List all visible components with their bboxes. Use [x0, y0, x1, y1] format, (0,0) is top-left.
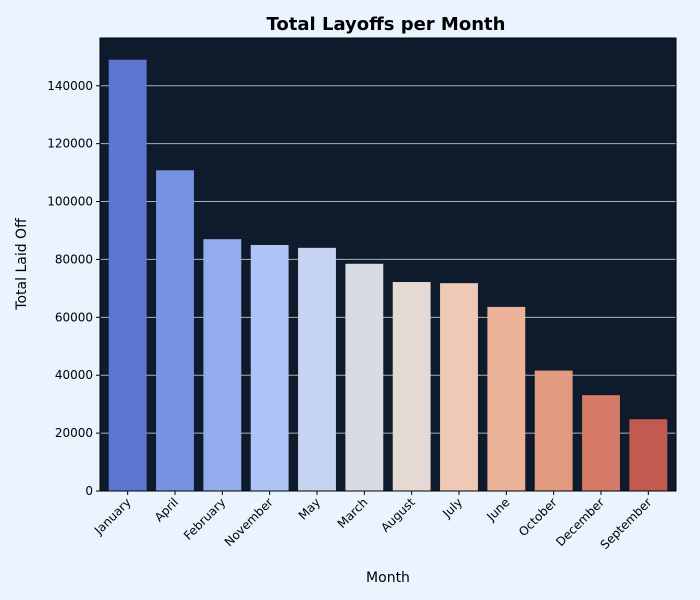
bar-february	[203, 239, 242, 491]
x-tick-label: September	[598, 495, 655, 552]
bar-september	[629, 419, 668, 491]
y-tick-label: 140000	[47, 79, 93, 93]
axes	[99, 37, 677, 492]
x-tick-label: July	[439, 495, 465, 521]
bar-august	[392, 282, 431, 491]
x-tick-label: January	[91, 495, 134, 538]
bar-april	[156, 170, 194, 491]
bar-may	[298, 247, 336, 491]
bar-october	[534, 370, 573, 491]
y-tick-label: 20000	[55, 426, 93, 440]
x-tick-label: November	[222, 495, 276, 549]
y-tick-label: 80000	[55, 252, 93, 266]
y-tick-label: 120000	[47, 137, 93, 151]
x-tick-label: June	[483, 495, 512, 524]
x-tick-label: April	[152, 495, 181, 524]
y-tick-label: 40000	[55, 368, 93, 382]
x-tick-label: February	[181, 495, 229, 543]
y-tick-label: 0	[85, 484, 93, 498]
x-tick-label: August	[378, 495, 418, 535]
y-tick-label: 60000	[55, 310, 93, 324]
y-tick-label: 100000	[47, 195, 93, 209]
x-tick-label: May	[296, 495, 323, 522]
chart-title: Total Layoffs per Month	[267, 14, 506, 35]
y-axis-ticks: 0 20000 40000 60000 80000 100000 120000 140000	[47, 79, 100, 498]
bar-december	[582, 395, 620, 491]
bar-june	[487, 306, 526, 491]
y-axis-label: Total Laid Off	[14, 218, 30, 311]
plot-area	[100, 38, 676, 491]
bar-july	[440, 283, 478, 491]
bar-january	[108, 59, 147, 492]
x-tick-label: March	[335, 495, 371, 531]
x-tick-label: October	[516, 495, 560, 539]
bars	[108, 59, 668, 492]
x-axis-label: Month	[366, 570, 410, 586]
plot-frame	[99, 37, 677, 492]
bar-march	[345, 263, 384, 491]
bar-november	[250, 244, 289, 491]
